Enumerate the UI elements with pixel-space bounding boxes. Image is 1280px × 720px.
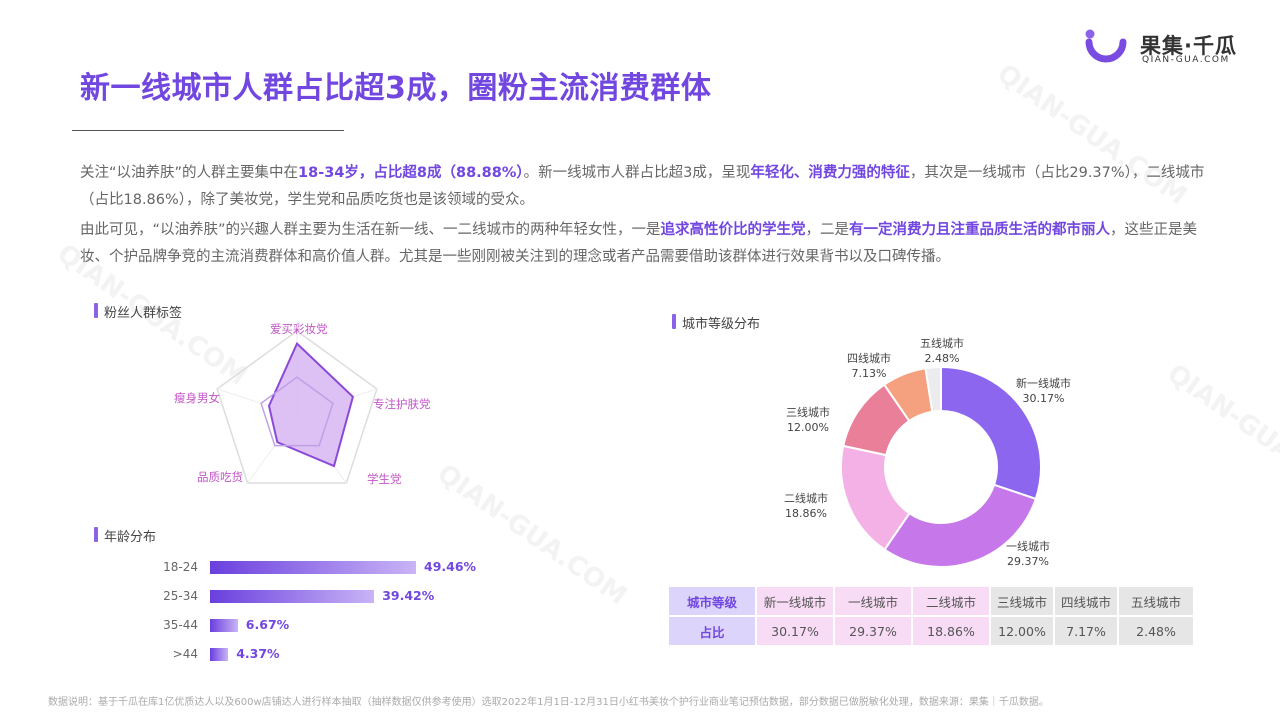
table-cell: 12.00% [991, 617, 1053, 645]
donut-label-name: 五线城市 [920, 337, 964, 350]
donut-label-value: 12.00% [787, 421, 829, 434]
radar-axis-label: 爱买彩妆党 [270, 322, 328, 336]
age-value-label: 39.42% [382, 588, 435, 603]
table-cell: 7.17% [1055, 617, 1117, 645]
donut-label-value: 30.17% [1022, 392, 1065, 405]
table-cell: 30.17% [757, 617, 833, 645]
city-level-table: 城市等级 新一线城市 一线城市 二线城市 三线城市 四线城市 五线城市 占比 3… [667, 585, 1195, 647]
age-category-label: 18-24 [163, 560, 198, 574]
table-cell: 五线城市 [1119, 587, 1193, 615]
highlight-text: 年轻化、消费力强的特征 [750, 165, 910, 181]
age-bar [210, 561, 416, 574]
summary-paragraph-2: 由此可见，“以油养肤”的兴趣人群主要为生活在新一线、一二线城市的两种年轻女性，一… [80, 217, 1220, 270]
page-title: 新一线城市人群占比超3成，圈粉主流消费群体 [80, 71, 712, 106]
table-cell: 2.48% [1119, 617, 1193, 645]
table-cell: 29.37% [835, 617, 911, 645]
table-cell: 18.86% [913, 617, 989, 645]
age-category-label: 25-34 [163, 589, 198, 603]
city-section-title: 城市等级分布 [682, 317, 761, 332]
donut-slice [924, 365, 942, 413]
table-cell: 新一线城市 [757, 587, 833, 615]
table-cell: 四线城市 [1055, 587, 1117, 615]
donut-label-value: 29.37% [1007, 555, 1049, 568]
highlight-text: 有一定消费力且注重品质生活的都市丽人 [849, 222, 1111, 238]
text-segment: 由此可见，“以油养肤”的兴趣人群主要为生活在新一线、一二线城市的两种年轻女性，一… [80, 222, 661, 238]
age-bar [210, 648, 229, 661]
summary-paragraph-1: 关注“以油养肤”的人群主要集中在18-34岁，占比超8成（88.88%）。新一线… [80, 160, 1220, 213]
donut-slice [883, 483, 1038, 568]
table-cell: 二线城市 [913, 587, 989, 615]
watermark: QIAN-GUA.COM [1161, 358, 1280, 512]
table-cell: 一线城市 [835, 587, 911, 615]
radar-axis-label: 专注护肤党 [373, 397, 431, 411]
qian-gua-logo-icon [1085, 29, 1127, 63]
radar-chart [216, 330, 378, 484]
age-value-label: 4.37% [236, 646, 280, 661]
age-bar [210, 590, 375, 603]
section-marker [672, 314, 676, 329]
brand-domain: QIAN-GUA.COM [1142, 55, 1230, 65]
city-donut-chart [840, 365, 1043, 568]
donut-label: 三线城市 12.00% [786, 405, 830, 435]
radar-axis-label: 瘦身男女 [174, 391, 220, 405]
title-divider [72, 130, 344, 131]
highlight-text: 18-34岁，占比超8成（88.88%） [298, 165, 524, 181]
donut-label-name: 新一线城市 [1016, 377, 1071, 390]
radar-inner-ring [260, 376, 334, 447]
data-source-footnote: 数据说明：基于千瓜在库1亿优质达人以及600w店铺达人进行样本抽取（抽样数据仅供… [48, 697, 1049, 708]
text-segment: ，二是 [805, 222, 850, 238]
donut-label: 二线城市 18.86% [784, 491, 828, 521]
table-row: 占比 30.17% 29.37% 18.86% 12.00% 7.17% 2.4… [669, 617, 1193, 645]
text-segment: ，其次是一线城市（占比29.37%），二线城市（占比18.86%），除了美妆党，… [80, 165, 1205, 208]
age-value-label: 49.46% [424, 559, 477, 574]
age-section-title: 年龄分布 [104, 530, 157, 545]
radar-data-area [267, 341, 355, 468]
donut-label-value: 18.86% [785, 507, 827, 520]
watermark: QIAN-GUA.COM [431, 458, 633, 612]
section-marker [94, 303, 98, 318]
age-value-label: 6.67% [245, 617, 290, 632]
radar-section-title: 粉丝人群标签 [104, 306, 183, 321]
donut-label-value: 2.48% [924, 352, 960, 365]
donut-label-name: 二线城市 [784, 492, 828, 505]
donut-label: 四线城市 7.13% [847, 351, 891, 381]
text-segment: 关注“以油养肤”的人群主要集中在 [80, 165, 299, 181]
age-category-label: 35-44 [163, 618, 198, 632]
radar-axis-label: 学生党 [367, 472, 402, 486]
highlight-text: 追求高性价比的学生党 [660, 222, 806, 238]
table-row-header: 占比 [669, 617, 755, 645]
table-row-header: 城市等级 [669, 587, 755, 615]
radar-grid [216, 330, 378, 484]
donut-label-value: 7.13% [851, 367, 887, 380]
donut-label-name: 一线城市 [1006, 540, 1050, 553]
table-cell: 三线城市 [991, 587, 1053, 615]
text-segment: 。新一线城市人群占比超3成，呈现 [523, 165, 751, 181]
age-category-label: >44 [172, 647, 198, 661]
brand-name: 果集·千瓜 [1140, 34, 1237, 58]
donut-label: 五线城市 2.48% [920, 336, 964, 366]
text-segment: ，这些正是美妆、个护品牌争竞的主流消费群体和高价值人群。尤其是一些刚刚被关注到的… [80, 222, 1198, 265]
donut-label-name: 四线城市 [847, 352, 891, 365]
donut-label: 新一线城市 30.17% [1016, 376, 1071, 406]
age-bar [210, 619, 238, 632]
donut-label-name: 三线城市 [786, 406, 830, 419]
donut-slice [940, 365, 1043, 501]
section-marker [94, 527, 98, 542]
radar-axis-label: 品质吃货 [197, 470, 243, 484]
donut-label: 一线城市 29.37% [1006, 539, 1050, 569]
table-row: 城市等级 新一线城市 一线城市 二线城市 三线城市 四线城市 五线城市 [669, 587, 1193, 615]
